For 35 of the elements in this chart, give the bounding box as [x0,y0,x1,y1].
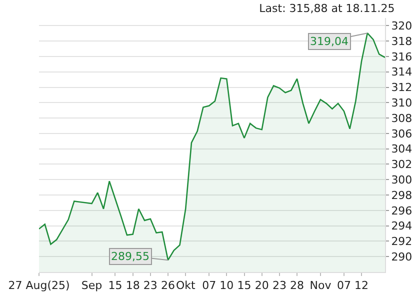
y-tick-label: 294 [391,220,412,233]
y-tick-label: 290 [391,250,412,264]
x-tick-label: 15 [108,279,122,292]
x-tick-label: Nov [310,279,332,292]
x-tick-label: Sep [81,279,102,292]
y-tick-label: 318 [391,34,412,48]
y-tick-label: 292 [391,235,412,248]
x-tick-label: 23 [272,279,286,292]
y-tick-label: 308 [391,112,412,125]
x-tick-label: 28 [290,279,304,292]
y-tick-label: 310 [391,96,412,110]
chart-title: Last: 315,88 at 18.11.25 [259,2,395,16]
y-tick-label: 304 [391,142,412,156]
x-tick-label: 27 Aug(25) [8,279,70,292]
x-tick-label: 18 [126,279,140,292]
y-tick-label: 298 [391,188,412,202]
x-tick-label: 26 [161,279,176,292]
y-tick-label: 316 [391,50,412,64]
y-tick-label: 302 [391,158,412,172]
annotation: 319,04 [310,35,348,48]
y-tick-label: 320 [391,20,412,33]
x-tick-label: 20 [254,279,269,292]
x-tick-label: 07 [202,279,216,292]
x-tick-label: 12 [354,279,369,292]
x-tick-label: Okt [176,279,196,292]
x-tick-label: 23 [143,279,158,292]
y-tick-label: 300 [391,173,412,186]
x-tick-label: 07 [336,279,351,292]
y-tick-label: 314 [391,66,412,79]
x-tick-label: 10 [220,279,234,292]
y-tick-label: 306 [391,127,412,140]
y-tick-label: 296 [391,204,412,218]
y-tick-label: 312 [391,81,412,94]
annotation: 289,55 [111,250,150,263]
x-tick-label: 15 [237,279,252,292]
